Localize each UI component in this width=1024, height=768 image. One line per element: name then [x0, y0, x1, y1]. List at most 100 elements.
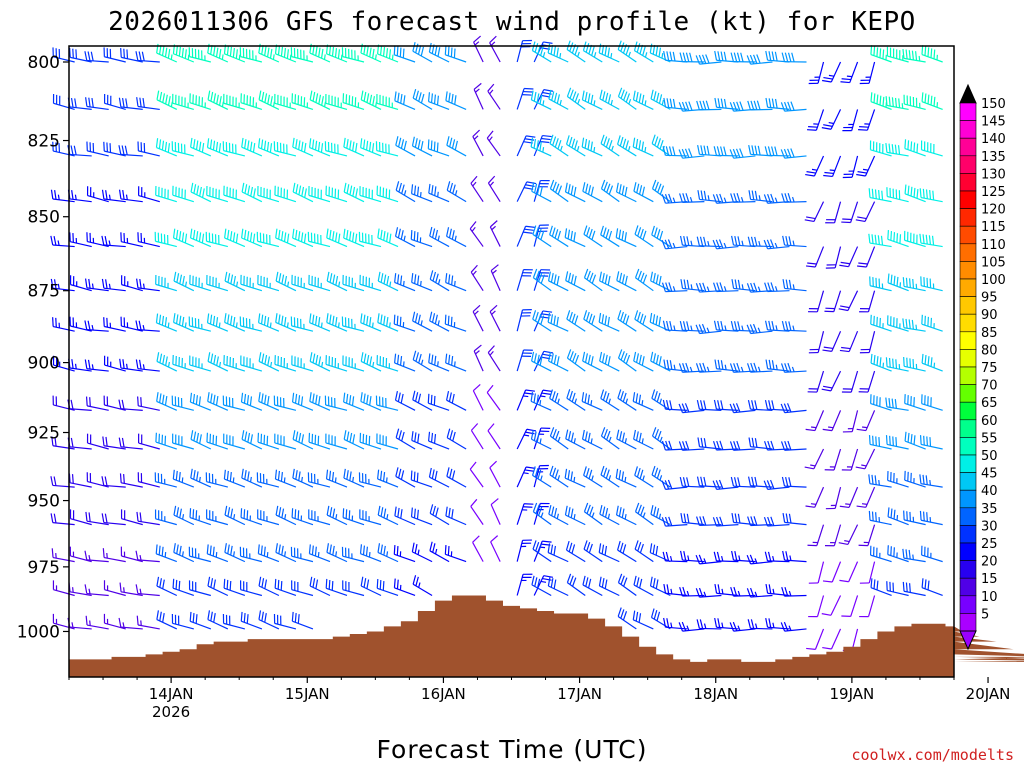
wind-barb: [377, 228, 399, 248]
wind-barb: [50, 189, 75, 203]
wind-barb: [617, 135, 637, 157]
wind-barb: [565, 429, 586, 450]
wind-barb: [678, 101, 705, 112]
wind-barb: [156, 352, 178, 372]
wind-barb: [583, 225, 603, 248]
wind-barb: [748, 437, 773, 450]
wind-barb: [377, 313, 399, 332]
wind-barb: [746, 554, 773, 565]
wind-barb: [634, 466, 654, 488]
wind-barb: [764, 440, 790, 451]
wind-barb: [275, 505, 297, 526]
wind-barb: [617, 87, 637, 110]
wind-barb: [600, 179, 620, 203]
wind-barb: [171, 141, 194, 157]
wind-barb: [120, 232, 143, 248]
wind-barb: [428, 183, 450, 203]
wind-barb: [84, 550, 109, 563]
wind-barb: [326, 228, 348, 248]
wind-barb: [375, 395, 399, 411]
wind-barb: [207, 90, 229, 110]
wind-barb: [472, 304, 484, 332]
wind-barb: [173, 505, 195, 526]
wind-barb: [695, 282, 722, 293]
wind-barb: [240, 355, 263, 372]
wind-barb: [490, 535, 501, 562]
wind-barb: [205, 472, 228, 488]
wind-barb: [103, 613, 126, 630]
wind-barb: [136, 278, 160, 292]
colorbar-label: 100: [981, 273, 1006, 288]
wind-barb: [634, 268, 654, 292]
wind-barb: [599, 505, 620, 526]
wind-barb: [291, 611, 314, 630]
wind-barb: [472, 383, 484, 411]
wind-barb: [730, 586, 756, 597]
wind-barb: [190, 137, 212, 157]
colorbar-label: 110: [981, 238, 1006, 253]
wind-barb: [411, 136, 433, 157]
wind-barb: [842, 410, 859, 433]
wind-barb: [137, 396, 160, 411]
wind-barb: [856, 486, 876, 508]
wind-barb: [632, 137, 654, 157]
wind-barb: [470, 423, 484, 450]
wind-barb: [171, 613, 194, 630]
wind-barb: [695, 362, 722, 373]
wind-barb: [101, 476, 126, 488]
wind-barb: [566, 389, 586, 411]
wind-barb: [533, 224, 549, 247]
wind-barb: [52, 317, 75, 332]
wind-barb: [565, 271, 586, 292]
wind-barb: [696, 516, 722, 527]
wind-barb: [838, 524, 859, 546]
wind-barb: [617, 349, 637, 372]
wind-barb: [101, 278, 126, 292]
wind-barb: [713, 399, 739, 411]
wind-barb: [763, 239, 790, 250]
wind-barb: [868, 188, 892, 203]
wind-barb: [712, 479, 739, 490]
wind-barb: [376, 44, 399, 63]
wind-barb: [274, 185, 297, 203]
wind-barb: [859, 595, 876, 618]
wind-barb: [870, 92, 892, 110]
wind-barb: [429, 226, 450, 248]
y-tick-label: 1000: [17, 622, 60, 642]
wind-barb: [342, 355, 365, 372]
x-tick-sublabel: 2026: [152, 703, 190, 721]
wind-barb: [273, 614, 297, 630]
wind-barb: [765, 97, 790, 111]
colorbar-label: 95: [981, 291, 998, 306]
colorbar-label: 125: [981, 185, 1006, 200]
wind-barb: [680, 279, 705, 292]
wind-barb: [223, 355, 246, 372]
wind-barb: [52, 47, 75, 63]
wind-barb: [746, 362, 773, 373]
wind-barb: [308, 186, 331, 203]
wind-barb: [118, 145, 143, 157]
wind-barb: [747, 619, 773, 630]
wind-barb: [782, 550, 807, 563]
wind-barb: [444, 545, 467, 563]
wind-barb: [376, 185, 399, 203]
wind-barb: [696, 236, 722, 248]
wind-barb: [445, 506, 467, 526]
wind-barb: [840, 61, 859, 84]
wind-barb: [410, 470, 433, 488]
wind-barb: [325, 44, 348, 63]
colorbar-swatch: [959, 437, 977, 456]
wind-barb: [257, 313, 280, 332]
wind-barb: [713, 551, 739, 563]
wind-barb: [172, 44, 195, 63]
wind-barb: [617, 40, 637, 63]
wind-barb: [377, 271, 399, 292]
x-tick-label: 16JAN: [421, 685, 466, 703]
wind-barb: [326, 313, 348, 332]
colorbar-swatch: [959, 577, 977, 597]
wind-barb: [205, 231, 228, 248]
wind-barbs-layer: [50, 35, 943, 652]
wind-barb: [103, 94, 126, 110]
wind-barb: [714, 359, 739, 372]
wind-barb: [902, 277, 926, 292]
